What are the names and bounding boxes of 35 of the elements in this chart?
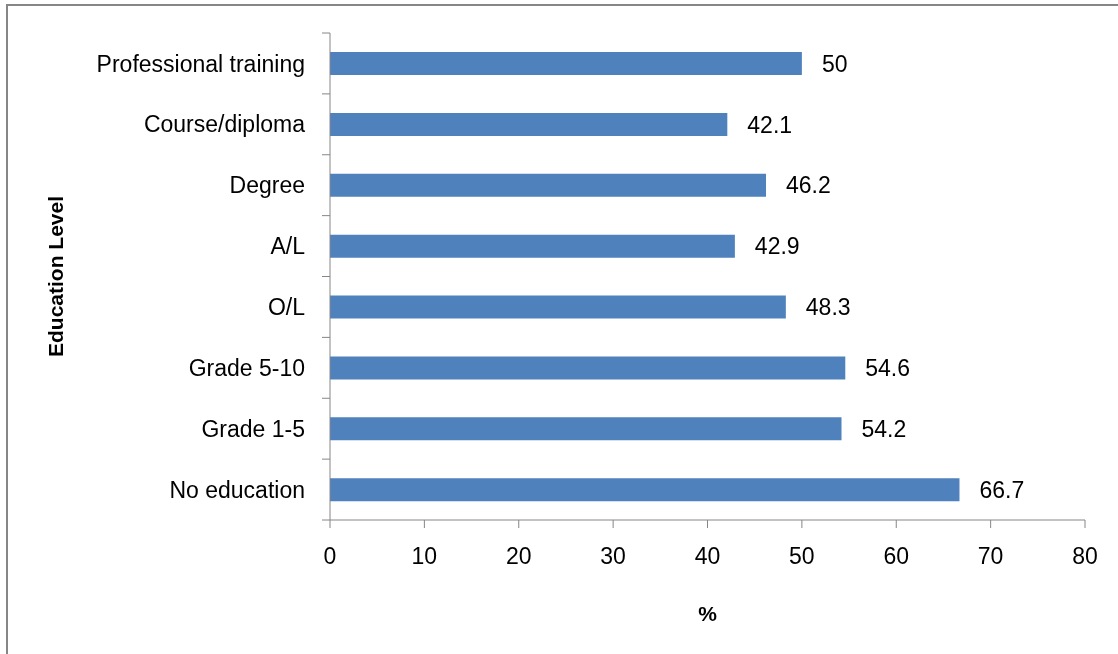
y-tick-label: Professional training: [96, 50, 305, 77]
bar: [330, 478, 960, 502]
data-label: 42.1: [747, 111, 793, 138]
y-tick-label: O/L: [267, 294, 306, 321]
x-tick-label: 10: [411, 543, 438, 570]
data-label: 48.3: [805, 294, 851, 321]
x-axis-title: %: [698, 602, 718, 626]
x-tick-label: 50: [789, 543, 815, 570]
bar: [330, 417, 842, 441]
y-tick-label: Course/diploma: [143, 111, 306, 138]
bar: [330, 295, 786, 319]
bar: [330, 234, 735, 258]
y-tick-label: No education: [169, 476, 305, 503]
bar: [330, 52, 802, 75]
data-label: 54.2: [861, 415, 907, 442]
x-tick-label: 60: [883, 543, 910, 570]
x-tick-label: 80: [1072, 543, 1098, 570]
data-label: 46.2: [786, 172, 831, 199]
x-tick-label: 30: [600, 543, 626, 570]
x-tick-label: 20: [505, 543, 532, 570]
y-tick-label: Grade 1-5: [201, 415, 305, 442]
bar: [330, 112, 728, 136]
x-tick-label: 0: [323, 543, 337, 570]
x-tick-label: 70: [977, 543, 1004, 570]
y-tick-label: Degree: [229, 172, 305, 199]
bar: [330, 173, 767, 197]
data-label: 50: [821, 50, 848, 77]
y-tick-label: Grade 5-10: [188, 354, 305, 381]
y-tick-label: A/L: [270, 233, 306, 260]
data-label: 54.6: [865, 355, 911, 382]
y-axis-title: Education Level: [44, 195, 68, 358]
data-label: 66.7: [979, 476, 1025, 503]
x-tick-label: 40: [694, 543, 721, 570]
data-label: 42.9: [754, 233, 800, 260]
bar: [330, 356, 846, 380]
